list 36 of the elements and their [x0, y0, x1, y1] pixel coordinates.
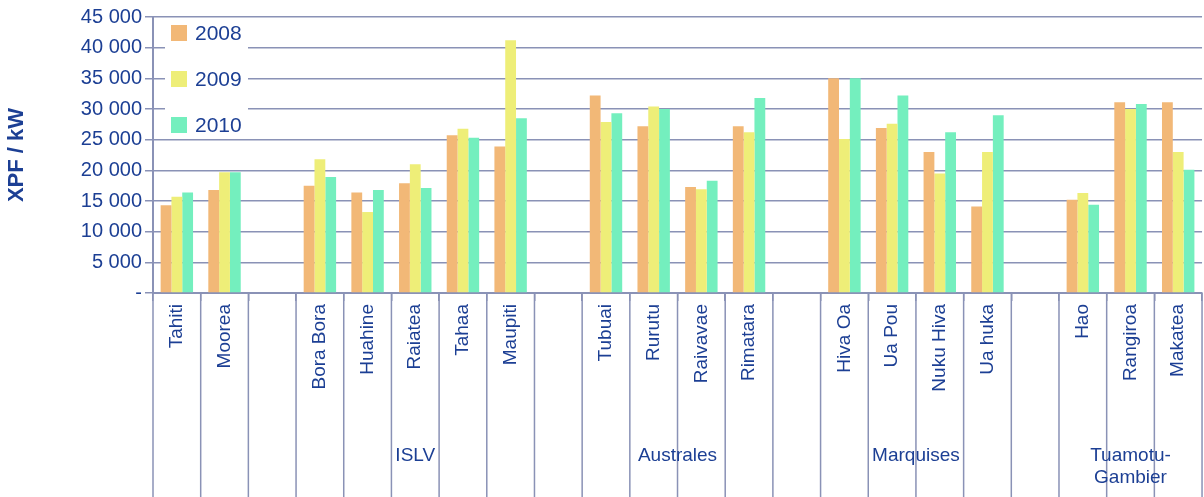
x-tick-label: Huahine [355, 304, 377, 375]
x-tick-label: Hao [1071, 304, 1093, 339]
x-tick-label: Ua Pou [880, 304, 902, 368]
x-tick-label: Tahaa [451, 303, 473, 356]
x-tick-label: Makatea [1166, 303, 1188, 377]
x-tick-label: Raiatea [403, 303, 425, 370]
y-tick-label: 5 000 [91, 249, 142, 272]
y-axis-title: XPF / kW [3, 107, 29, 203]
text: ISLV [394, 444, 437, 466]
x-tick-label: Hiva Oa [832, 303, 854, 373]
x-tick-label: Maupiti [498, 304, 520, 366]
y-tick-label: 40 000 [80, 35, 142, 58]
x-tick-label: Ua huka [975, 303, 997, 375]
y-tick-label: 20 000 [80, 157, 142, 180]
x-tick-label: Moorea [212, 303, 234, 369]
y-tick-label: 45 000 [80, 4, 142, 27]
text: Tuamotu-Gambier [1089, 444, 1172, 488]
x-tick-label: Nuku Hiva [928, 303, 950, 392]
legend-label: 2008 [195, 21, 242, 45]
y-tick-label: - [135, 280, 142, 303]
y-tick-label: 25 000 [80, 127, 142, 150]
x-tick-label: Tahiti [165, 304, 187, 349]
legend-label: 2010 [195, 113, 242, 137]
y-tick-label: 15 000 [80, 188, 142, 211]
x-tick-label: Tubuai [594, 304, 616, 362]
text: Australes [636, 444, 719, 466]
legend-label: 2009 [195, 67, 242, 91]
y-tick-label: 30 000 [80, 96, 142, 119]
y-tick-label: 10 000 [80, 219, 142, 242]
x-tick-label: Rimatara [737, 303, 759, 382]
x-tick-label: Rurutu [641, 304, 663, 362]
x-tick-label: Raivavae [689, 304, 711, 384]
x-tick-label: Rangiroa [1118, 303, 1140, 382]
text: Marquises [871, 444, 961, 466]
y-tick-label: 35 000 [80, 65, 142, 88]
x-tick-label: Bora Bora [308, 303, 330, 390]
